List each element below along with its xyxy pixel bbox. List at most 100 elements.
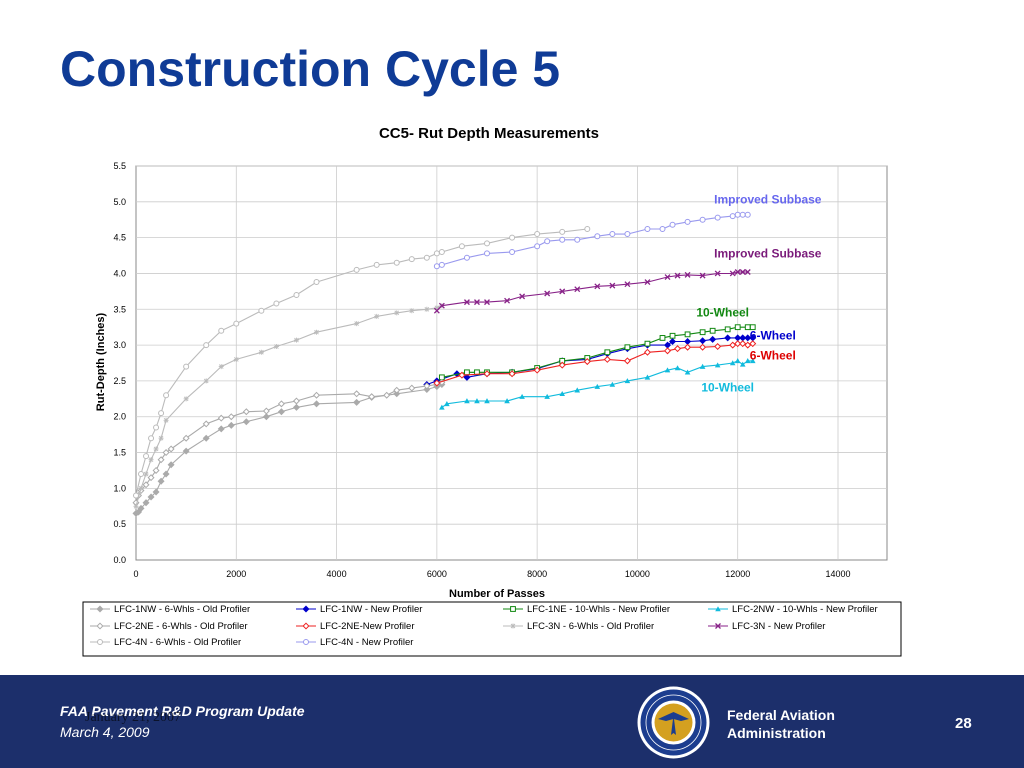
data-point bbox=[734, 358, 741, 364]
data-point bbox=[218, 327, 225, 334]
series-line bbox=[436, 214, 748, 267]
y-tick-label: 5.5 bbox=[113, 161, 126, 171]
data-point bbox=[714, 362, 721, 368]
data-point bbox=[313, 279, 320, 286]
data-point bbox=[504, 297, 511, 304]
data-point bbox=[744, 341, 752, 349]
data-point bbox=[739, 340, 747, 348]
data-point bbox=[463, 373, 471, 381]
data-point bbox=[433, 250, 440, 257]
data-point bbox=[669, 338, 677, 346]
x-tick-label: 4000 bbox=[327, 569, 347, 579]
data-point bbox=[423, 385, 431, 394]
data-point bbox=[483, 370, 491, 378]
annotation-label: 6-Wheel bbox=[750, 348, 796, 362]
legend-label: LFC-2NE-New Profiler bbox=[320, 621, 415, 632]
faa-seal-icon bbox=[637, 686, 710, 759]
data-point bbox=[182, 447, 190, 455]
data-point bbox=[313, 400, 321, 408]
plot-frame bbox=[135, 165, 888, 561]
data-point bbox=[217, 414, 225, 422]
data-point bbox=[474, 299, 480, 306]
series-line bbox=[426, 337, 753, 386]
series-5 bbox=[433, 340, 757, 387]
data-point bbox=[353, 398, 361, 406]
series-2 bbox=[438, 324, 756, 381]
data-point bbox=[423, 382, 431, 390]
data-point bbox=[729, 213, 736, 220]
data-point bbox=[484, 299, 490, 306]
annotation-label: Improved Subbase bbox=[714, 192, 822, 206]
data-point bbox=[508, 370, 516, 378]
data-point bbox=[643, 348, 651, 356]
data-point bbox=[202, 420, 210, 428]
legend-item: LFC-1NE - 10-Whls - New Profiler bbox=[503, 604, 670, 615]
data-point bbox=[509, 234, 516, 241]
data-point bbox=[699, 343, 707, 351]
data-point bbox=[484, 398, 490, 404]
data-point bbox=[438, 302, 445, 309]
data-point bbox=[624, 231, 631, 238]
y-tick-label: 3.0 bbox=[113, 340, 126, 350]
data-point bbox=[574, 387, 581, 393]
x-tick-label: 14000 bbox=[825, 569, 850, 579]
data-point bbox=[699, 329, 706, 336]
data-point bbox=[409, 308, 415, 314]
series-line bbox=[135, 228, 588, 496]
legend-label: LFC-4N - New Profiler bbox=[320, 637, 413, 648]
agency-line-1: Federal Aviation bbox=[727, 707, 835, 723]
data-point bbox=[138, 471, 145, 478]
data-point bbox=[659, 335, 666, 341]
data-point bbox=[143, 471, 149, 477]
data-point bbox=[644, 340, 651, 347]
data-point bbox=[133, 503, 139, 509]
data-point bbox=[749, 358, 756, 364]
y-tick-label: 0.5 bbox=[113, 519, 126, 529]
data-point bbox=[393, 390, 401, 398]
data-point bbox=[669, 221, 676, 228]
data-point bbox=[669, 332, 676, 339]
data-point bbox=[277, 400, 285, 408]
legend-box bbox=[82, 601, 902, 657]
data-point bbox=[594, 383, 601, 389]
data-point bbox=[373, 261, 380, 268]
data-point bbox=[744, 358, 751, 364]
data-point bbox=[148, 435, 155, 442]
data-point bbox=[744, 334, 752, 342]
data-point bbox=[484, 240, 490, 247]
data-point bbox=[153, 424, 160, 431]
x-axis-label: Number of Passes bbox=[449, 588, 545, 600]
data-point bbox=[96, 622, 104, 630]
data-point bbox=[202, 434, 210, 442]
data-point bbox=[147, 474, 155, 482]
data-point bbox=[393, 386, 401, 394]
legend-label: LFC-1NE - 10-Whls - New Profiler bbox=[527, 604, 670, 615]
data-point bbox=[167, 445, 175, 453]
data-point bbox=[133, 492, 139, 499]
data-point bbox=[715, 623, 721, 629]
data-point bbox=[699, 272, 706, 279]
data-point bbox=[623, 357, 631, 365]
footer-overlay-date: January 21, 2007 bbox=[85, 710, 182, 725]
legend-label: LFC-4N - 6-Whls - Old Profiler bbox=[114, 637, 241, 648]
data-point bbox=[583, 358, 591, 366]
y-axis-label: Rut-Depth (Inches) bbox=[95, 312, 107, 411]
data-point bbox=[217, 425, 225, 433]
data-point bbox=[574, 236, 581, 243]
chart-title: CC5- Rut Depth Measurements bbox=[379, 125, 599, 142]
x-tick-label: 12000 bbox=[725, 569, 750, 579]
data-point bbox=[353, 390, 361, 398]
data-point bbox=[744, 269, 751, 275]
data-point bbox=[182, 434, 190, 442]
data-point bbox=[474, 398, 480, 404]
data-point bbox=[644, 226, 651, 233]
data-point bbox=[203, 378, 209, 384]
data-point bbox=[609, 381, 616, 387]
legend-label: LFC-3N - New Profiler bbox=[732, 621, 825, 632]
data-point bbox=[709, 335, 717, 343]
data-point bbox=[152, 488, 160, 496]
data-point bbox=[464, 369, 470, 376]
data-point bbox=[424, 306, 430, 312]
data-point bbox=[559, 236, 566, 243]
footer-bar: FAA Pavement R&D Program Update March 4,… bbox=[0, 675, 1024, 768]
